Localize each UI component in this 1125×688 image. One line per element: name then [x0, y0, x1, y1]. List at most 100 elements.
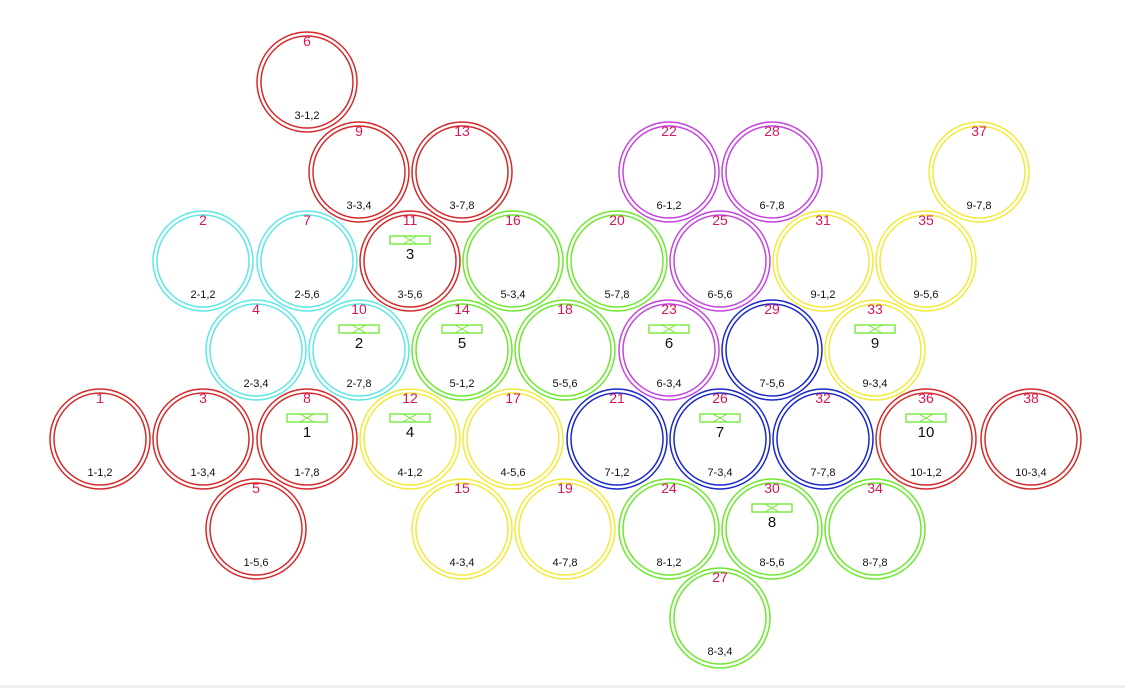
- circle-label: 4-1,2: [397, 467, 422, 479]
- circle-node-3[interactable]: 3 1-3,4: [152, 388, 254, 490]
- circle-node-28[interactable]: 28 6-7,8: [721, 121, 823, 223]
- circle-label: 1-1,2: [87, 467, 112, 479]
- inner-ring: [828, 303, 922, 397]
- circle-node-13[interactable]: 13 3-7,8: [411, 121, 513, 223]
- circle-label: 9-3,4: [862, 378, 887, 390]
- circle-label: 4-7,8: [552, 557, 577, 569]
- inner-ring: [209, 303, 303, 397]
- outer-ring: [669, 388, 771, 490]
- circle-number: 13: [454, 123, 470, 139]
- inner-ring: [673, 392, 767, 486]
- circle-number: 2: [199, 212, 207, 228]
- inner-ring: [879, 214, 973, 308]
- circle-label: 6-7,8: [759, 200, 784, 212]
- circle-number: 30: [764, 480, 780, 496]
- group-number: 4: [406, 424, 414, 441]
- group-number: 7: [716, 424, 724, 441]
- circle-number: 26: [712, 390, 728, 406]
- group-number: 8: [768, 514, 776, 531]
- circle-node-7[interactable]: 7 2-5,6: [256, 210, 358, 312]
- inner-ring: [673, 571, 767, 665]
- circle-number: 37: [971, 123, 987, 139]
- circle-number: 19: [557, 480, 573, 496]
- outer-ring: [824, 478, 926, 580]
- circle-node-22[interactable]: 22 6-1,2: [618, 121, 720, 223]
- connector-box-icon: [389, 235, 431, 245]
- circle-node-4[interactable]: 4 2-3,4: [205, 299, 307, 401]
- circle-node-36[interactable]: 36 10-1,2 10: [875, 388, 977, 490]
- circle-label: 10-1,2: [910, 467, 941, 479]
- circle-node-24[interactable]: 24 8-1,2: [618, 478, 720, 580]
- circle-number: 31: [815, 212, 831, 228]
- circle-node-19[interactable]: 19 4-7,8: [514, 478, 616, 580]
- circle-node-12[interactable]: 12 4-1,2 4: [359, 388, 461, 490]
- group-number: 9: [871, 335, 879, 352]
- outer-ring: [359, 388, 461, 490]
- connector-box-icon: [905, 413, 947, 423]
- circle-number: 36: [918, 390, 934, 406]
- circle-node-18[interactable]: 18 5-5,6: [514, 299, 616, 401]
- circle-label: 2-5,6: [294, 289, 319, 301]
- circle-number: 14: [454, 301, 470, 317]
- circle-node-17[interactable]: 17 4-5,6: [462, 388, 564, 490]
- circle-node-21[interactable]: 21 7-1,2: [566, 388, 668, 490]
- circle-node-29[interactable]: 29 7-5,6: [721, 299, 823, 401]
- inner-ring: [622, 303, 716, 397]
- circle-label: 2-1,2: [190, 289, 215, 301]
- circle-label: 9-5,6: [913, 289, 938, 301]
- circle-node-37[interactable]: 37 9-7,8: [928, 121, 1030, 223]
- circle-node-16[interactable]: 16 5-3,4: [462, 210, 564, 312]
- circle-number: 33: [867, 301, 883, 317]
- connector-box-icon: [441, 324, 483, 334]
- circle-label: 4-3,4: [449, 557, 474, 569]
- inner-ring: [415, 482, 509, 576]
- circle-node-15[interactable]: 15 4-3,4: [411, 478, 513, 580]
- outer-ring: [928, 121, 1030, 223]
- circle-node-5[interactable]: 5 1-5,6: [205, 478, 307, 580]
- circle-node-35[interactable]: 35 9-5,6: [875, 210, 977, 312]
- inner-ring: [466, 392, 560, 486]
- circle-node-20[interactable]: 20 5-7,8: [566, 210, 668, 312]
- outer-ring: [669, 567, 771, 669]
- outer-ring: [669, 210, 771, 312]
- outer-ring: [152, 388, 254, 490]
- circle-node-1[interactable]: 1 1-1,2: [49, 388, 151, 490]
- circle-node-32[interactable]: 32 7-7,8: [772, 388, 874, 490]
- circle-node-30[interactable]: 30 8-5,6 8: [721, 478, 823, 580]
- circle-number: 11: [403, 212, 418, 228]
- circle-node-34[interactable]: 34 8-7,8: [824, 478, 926, 580]
- outer-ring: [308, 299, 410, 401]
- circle-number: 24: [661, 480, 677, 496]
- connector-box-icon: [389, 413, 431, 423]
- circle-label: 4-5,6: [500, 467, 525, 479]
- circle-label: 7-1,2: [604, 467, 629, 479]
- circle-label: 3-7,8: [449, 200, 474, 212]
- outer-ring: [721, 478, 823, 580]
- outer-ring: [618, 299, 720, 401]
- circle-number: 18: [557, 301, 573, 317]
- circle-node-25[interactable]: 25 6-5,6: [669, 210, 771, 312]
- inner-ring: [725, 482, 819, 576]
- circle-node-14[interactable]: 14 5-1,2 5: [411, 299, 513, 401]
- circle-node-27[interactable]: 27 8-3,4: [669, 567, 771, 669]
- circle-node-10[interactable]: 10 2-7,8 2: [308, 299, 410, 401]
- circle-number: 5: [252, 480, 260, 496]
- outer-ring: [875, 388, 977, 490]
- circle-number: 32: [815, 390, 831, 406]
- circle-node-26[interactable]: 26 7-3,4 7: [669, 388, 771, 490]
- circle-node-38[interactable]: 38 10-3,4: [980, 388, 1082, 490]
- group-number: 3: [406, 246, 414, 263]
- circle-node-33[interactable]: 33 9-3,4 9: [824, 299, 926, 401]
- circle-node-9[interactable]: 9 3-3,4: [308, 121, 410, 223]
- circle-label: 6-5,6: [707, 289, 732, 301]
- circle-node-31[interactable]: 31 9-1,2: [772, 210, 874, 312]
- circle-node-6[interactable]: 6 3-1,2: [256, 31, 358, 133]
- circle-node-11[interactable]: 11 3-5,6 3: [359, 210, 461, 312]
- inner-ring: [260, 35, 354, 129]
- outer-ring: [514, 299, 616, 401]
- circle-node-2[interactable]: 2 2-1,2: [152, 210, 254, 312]
- circle-node-23[interactable]: 23 6-3,4 6: [618, 299, 720, 401]
- circle-node-8[interactable]: 8 1-7,8 1: [256, 388, 358, 490]
- inner-ring: [415, 125, 509, 219]
